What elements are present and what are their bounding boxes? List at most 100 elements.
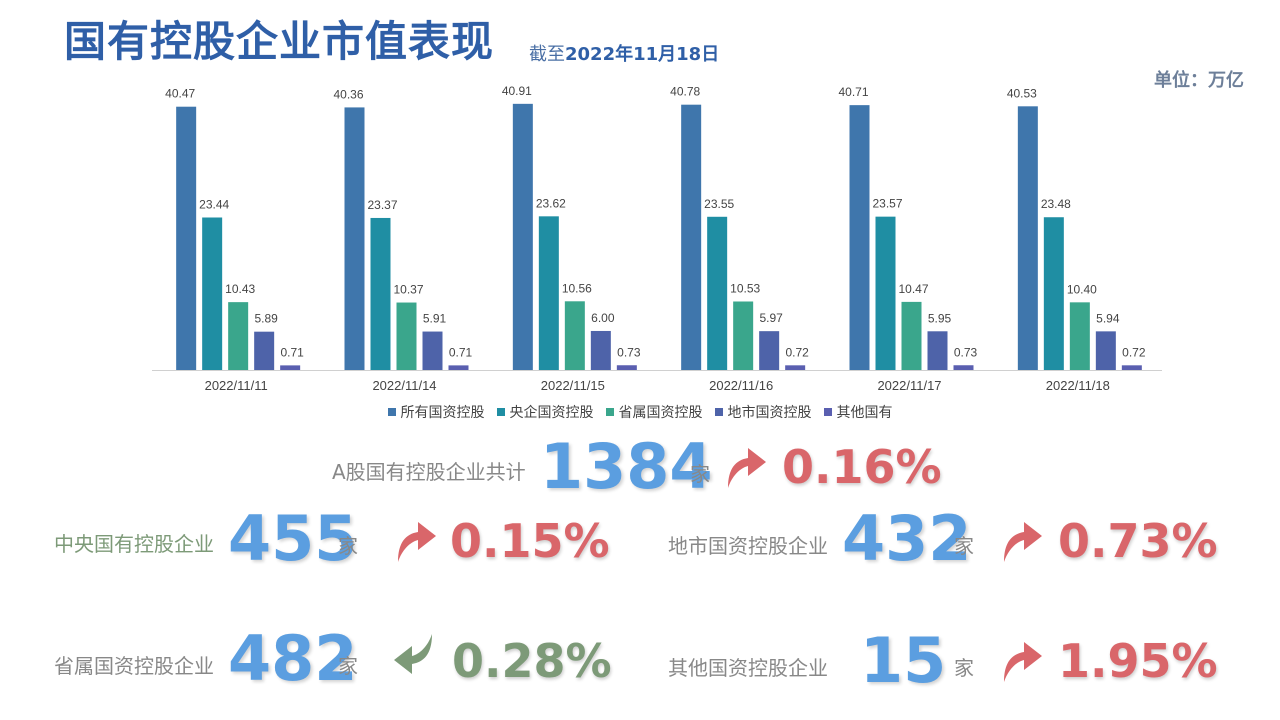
data-label: 10.37 xyxy=(393,283,423,297)
other-change-pct: 1.95% xyxy=(1058,634,1218,688)
central-label: 中央国有控股企业 xyxy=(54,532,214,556)
data-label: 10.56 xyxy=(562,281,592,295)
x-tick-label: 2022/11/17 xyxy=(877,378,941,393)
central-count: 455 xyxy=(228,502,358,575)
central-up-arrow-icon xyxy=(398,522,436,562)
bar xyxy=(422,331,443,370)
legend-swatch xyxy=(605,408,614,416)
data-label: 5.91 xyxy=(423,312,447,326)
bar xyxy=(1017,106,1038,370)
data-label: 0.71 xyxy=(280,345,304,359)
data-label: 40.53 xyxy=(1007,86,1037,100)
data-label: 5.89 xyxy=(254,312,278,326)
total-unit: 家 xyxy=(690,462,710,486)
bar xyxy=(707,216,728,370)
data-label: 0.72 xyxy=(1122,345,1146,359)
bar xyxy=(759,331,780,370)
central-change-pct: 0.15% xyxy=(450,514,610,568)
x-tick-label: 2022/11/11 xyxy=(205,378,268,393)
other-up-arrow-icon xyxy=(1004,642,1042,682)
bar xyxy=(616,365,637,370)
bar xyxy=(927,331,948,370)
data-label: 5.94 xyxy=(1096,311,1120,325)
bar xyxy=(396,302,417,370)
data-label: 0.71 xyxy=(449,345,473,359)
x-tick-label: 2022/11/15 xyxy=(541,378,605,393)
data-label: 0.73 xyxy=(617,345,641,359)
other-count: 15 xyxy=(860,624,947,697)
bar xyxy=(590,330,611,370)
bar xyxy=(538,216,559,370)
bar xyxy=(512,103,533,370)
bar xyxy=(370,217,391,370)
bar xyxy=(228,302,249,370)
province-down-arrow-icon xyxy=(394,634,432,674)
other-unit: 家 xyxy=(954,656,974,680)
other-label: 其他国资控股企业 xyxy=(668,656,828,680)
bar xyxy=(280,365,301,370)
legend-swatch xyxy=(714,408,723,416)
data-label: 23.57 xyxy=(872,197,902,211)
data-label: 23.55 xyxy=(704,197,734,211)
bar xyxy=(176,106,197,370)
total-change-pct: 0.16% xyxy=(782,440,942,494)
data-label: 10.40 xyxy=(1067,282,1097,296)
legend-swatch xyxy=(823,408,832,416)
city-change-pct: 0.73% xyxy=(1058,514,1218,568)
x-tick-label: 2022/11/18 xyxy=(1046,378,1110,393)
subtitle-prefix: 截至 xyxy=(529,44,565,65)
data-label: 40.91 xyxy=(502,84,532,98)
province-label: 省属国资控股企业 xyxy=(54,654,214,678)
legend-label: 其他国有 xyxy=(836,405,893,421)
city-up-arrow-icon xyxy=(1004,522,1042,562)
bar xyxy=(785,365,806,370)
city-unit: 家 xyxy=(954,534,974,558)
bar xyxy=(344,107,365,370)
bar xyxy=(901,301,922,370)
bar xyxy=(849,105,870,370)
data-label: 40.36 xyxy=(333,87,363,101)
page-title: 国有控股企业市值表现 xyxy=(64,17,495,66)
legend-item: 央企国资控股 xyxy=(496,402,594,422)
city-label: 地市国资控股企业 xyxy=(668,534,828,558)
data-label: 23.44 xyxy=(199,197,229,211)
unit-label: 单位：万亿 xyxy=(1154,70,1244,91)
province-unit: 家 xyxy=(338,654,358,678)
bar xyxy=(448,365,469,370)
date-subtitle: 截至2022年11月18日 xyxy=(529,40,719,66)
data-label: 23.62 xyxy=(536,196,566,210)
data-label: 0.72 xyxy=(785,345,809,359)
data-label: 6.00 xyxy=(591,311,615,325)
data-label: 5.97 xyxy=(759,311,783,325)
bar xyxy=(681,104,702,371)
data-label: 0.73 xyxy=(954,345,978,359)
legend-item: 其他国有 xyxy=(823,402,893,422)
city-count: 432 xyxy=(842,502,972,575)
chart-legend: 所有国资控股 央企国资控股 省属国资控股 地市国资控股 其他国有 xyxy=(0,402,1280,422)
bar xyxy=(254,331,275,370)
bar xyxy=(1069,302,1090,370)
data-label: 10.43 xyxy=(225,282,255,296)
data-label: 23.48 xyxy=(1041,197,1071,211)
x-tick-label: 2022/11/16 xyxy=(709,378,773,393)
central-unit: 家 xyxy=(338,534,358,558)
data-label: 40.47 xyxy=(165,87,195,101)
data-label: 10.47 xyxy=(898,282,928,296)
data-label: 10.53 xyxy=(730,281,760,295)
bar xyxy=(875,216,896,370)
data-label: 40.71 xyxy=(838,85,868,99)
province-change-pct: 0.28% xyxy=(452,634,612,688)
legend-item: 省属国资控股 xyxy=(605,402,703,422)
legend-item: 所有国资控股 xyxy=(387,402,485,422)
bar xyxy=(202,217,223,370)
bar xyxy=(733,301,754,370)
legend-item: 地市国资控股 xyxy=(714,402,812,422)
x-tick-label: 2022/11/14 xyxy=(372,378,436,393)
bar xyxy=(564,301,585,370)
legend-label: 省属国资控股 xyxy=(618,405,703,421)
data-label: 40.78 xyxy=(670,85,700,99)
total-label: A股国有控股企业共计 xyxy=(332,460,526,484)
legend-label: 所有国资控股 xyxy=(400,405,485,421)
province-count: 482 xyxy=(228,622,358,695)
legend-swatch xyxy=(496,408,505,416)
